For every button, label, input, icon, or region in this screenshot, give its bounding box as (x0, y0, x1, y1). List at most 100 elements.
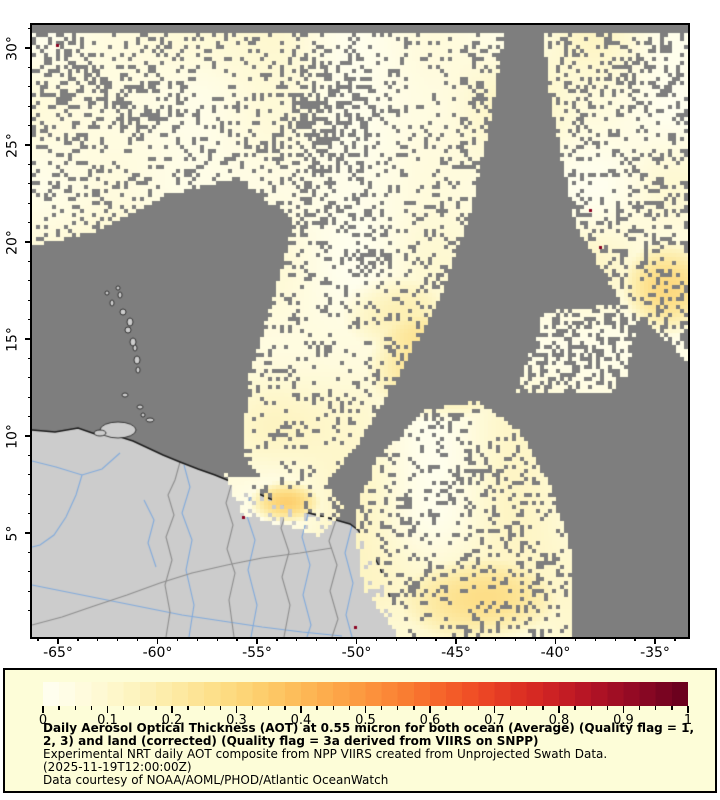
y-axis-tick-label: 30° (4, 35, 21, 61)
x-axis-tick (276, 637, 278, 641)
y-axis-tick (28, 415, 32, 418)
y-axis-tick (28, 66, 32, 69)
x-axis-tick (37, 637, 39, 641)
colorbar-tick (316, 706, 318, 710)
colorbar-tick (284, 706, 286, 710)
y-axis-tick (28, 163, 32, 166)
colorbar-tick (155, 706, 157, 710)
y-axis-tick (28, 571, 32, 573)
y-axis-tick (28, 202, 32, 204)
colorbar-tick (219, 706, 222, 710)
y-axis-tick (28, 493, 32, 495)
colorbar-tick (187, 706, 189, 710)
y-axis-tick (25, 435, 32, 437)
colorbar-tick (380, 706, 383, 710)
x-axis-tick-label: -40° (540, 645, 571, 661)
colorbar-tick (139, 706, 141, 710)
x-axis-tick (97, 637, 99, 641)
y-axis-tick-label: 5° (4, 525, 21, 541)
colorbar-tick (461, 706, 463, 710)
colorbar-tick-label: 0 (38, 713, 48, 728)
x-axis-tick-label: -60° (142, 645, 173, 661)
y-axis-tick-label: 10° (4, 423, 21, 449)
x-axis-tick (136, 637, 139, 641)
x-axis-tick-label: -55° (242, 645, 272, 661)
caption-line-4: (2025-11-19T12:00:00Z) (43, 759, 192, 774)
colorbar-tick (509, 706, 512, 710)
caption-title-line-1: Daily Aerosol Optical Thickness (AOT) at… (43, 721, 695, 735)
colorbar-tick (300, 706, 302, 713)
x-axis-tick (415, 637, 417, 641)
colorbar-tick (332, 706, 334, 710)
colorbar-tick (203, 706, 205, 710)
colorbar-tick-label: 0.8 (548, 713, 570, 728)
colorbar-tick (638, 706, 641, 710)
y-axis-tick (28, 454, 32, 457)
y-axis-tick (28, 124, 32, 127)
y-axis-tick (28, 260, 32, 263)
x-axis-tick (515, 637, 517, 641)
colorbar-tick (590, 706, 592, 710)
x-axis-tick-label: -50° (341, 645, 372, 661)
x-axis-tick-label: -35° (640, 645, 670, 661)
x-axis-tick (216, 637, 218, 641)
colorbar-tick (445, 706, 447, 710)
x-axis-tick (156, 637, 159, 644)
y-axis-tick (28, 357, 32, 360)
x-axis-tick (594, 637, 596, 641)
caption-line-3: Experimental NRT daily AOT composite fro… (43, 746, 608, 761)
x-axis-tick (395, 637, 397, 641)
aot-map-canvas (32, 25, 688, 637)
y-axis-tick (25, 144, 32, 146)
y-axis-tick (28, 27, 32, 30)
y-axis-tick (25, 338, 32, 340)
colorbar-tick (74, 706, 76, 710)
colorbar-tick (526, 706, 528, 710)
y-axis-tick (28, 609, 32, 612)
colorbar-tick (106, 706, 109, 713)
colorbar-tick (364, 706, 367, 713)
y-axis-tick-label: 25° (4, 132, 21, 158)
y-axis-tick (28, 318, 32, 321)
colorbar-tick (268, 706, 270, 710)
colorbar-tick (477, 706, 480, 710)
x-axis-tick (236, 637, 238, 641)
x-axis-tick (316, 637, 318, 641)
x-axis-tick (674, 637, 676, 641)
colorbar-tick (622, 706, 625, 713)
x-axis-tick (375, 637, 378, 641)
x-axis-tick (335, 637, 338, 641)
y-axis-tick (28, 551, 32, 554)
y-axis-tick (25, 532, 32, 534)
y-axis-tick-label: 15° (4, 326, 21, 352)
colorbar-tick (655, 706, 657, 710)
x-axis-tick (176, 637, 179, 641)
x-axis-tick (117, 637, 119, 641)
colorbar-tick-label: 0.3 (226, 713, 247, 728)
x-axis-tick (614, 637, 616, 641)
colorbar-tick (493, 706, 496, 713)
colorbar-tick (687, 706, 689, 713)
colorbar-tick (58, 706, 60, 710)
colorbar-tick (251, 706, 254, 710)
colorbar-tick (348, 706, 351, 710)
colorbar-tick (397, 706, 399, 710)
colorbar-tick-label: 0.6 (419, 713, 441, 728)
x-axis-tick-label: -45° (441, 645, 471, 661)
x-axis-tick (296, 637, 298, 641)
colorbar-tick (171, 706, 173, 713)
y-axis-tick (28, 105, 32, 107)
colorbar-tick-label: 0.7 (484, 713, 505, 728)
colorbar-tick (413, 706, 415, 710)
y-axis-tick (28, 86, 32, 88)
colorbar-tick-label: 0.4 (290, 713, 312, 728)
y-axis-tick (28, 183, 32, 185)
y-axis-tick (28, 474, 32, 476)
x-axis-tick (634, 637, 636, 641)
x-axis-tick (57, 637, 59, 644)
x-axis-tick (495, 637, 497, 641)
y-axis-tick (28, 377, 32, 379)
y-axis-tick-label: 20° (4, 229, 21, 255)
colorbar-tick (235, 706, 238, 713)
